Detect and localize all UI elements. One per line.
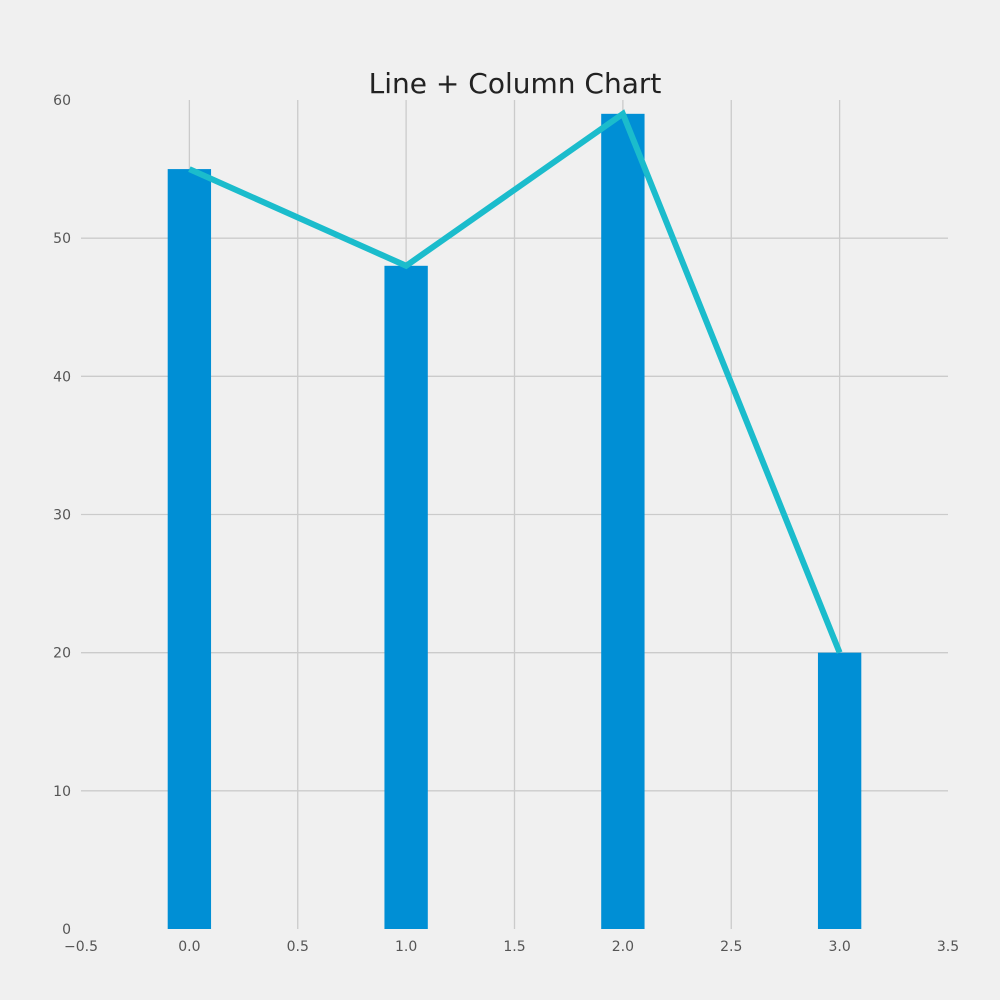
line-series — [188, 109, 843, 654]
y-tick-label: 10 — [53, 784, 71, 800]
x-tick-label: 1.5 — [503, 939, 525, 955]
x-tick-label: 3.0 — [828, 939, 850, 955]
bar-layer — [167, 113, 862, 930]
y-tick-label: 50 — [53, 231, 71, 247]
tick-layer: −0.5 0.0 0.5 1.0 1.5 2.0 2.5 3.0 3.5 0 10 20 30 40 50 6… — [53, 93, 959, 955]
line-layer — [188, 109, 843, 654]
bar-0 — [167, 169, 212, 930]
x-tick-label: 2.5 — [720, 939, 742, 955]
x-tick-label: −0.5 — [64, 939, 98, 955]
bar-2 — [601, 113, 645, 930]
x-tick-label: 3.5 — [937, 939, 959, 955]
y-tick-label: 60 — [53, 93, 71, 109]
y-tick-label: 30 — [53, 508, 71, 524]
bar-3 — [817, 652, 862, 929]
y-tick-label: 20 — [53, 646, 71, 662]
x-tick-label: 0.5 — [287, 939, 309, 955]
y-tick-label: 0 — [62, 922, 71, 938]
x-tick-label: 2.0 — [612, 939, 634, 955]
x-tick-label: 1.0 — [395, 939, 417, 955]
y-tick-label: 40 — [53, 369, 71, 385]
x-tick-label: 0.0 — [178, 939, 200, 955]
chart-title: Line + Column Chart — [369, 67, 662, 100]
bar-1 — [384, 265, 428, 929]
